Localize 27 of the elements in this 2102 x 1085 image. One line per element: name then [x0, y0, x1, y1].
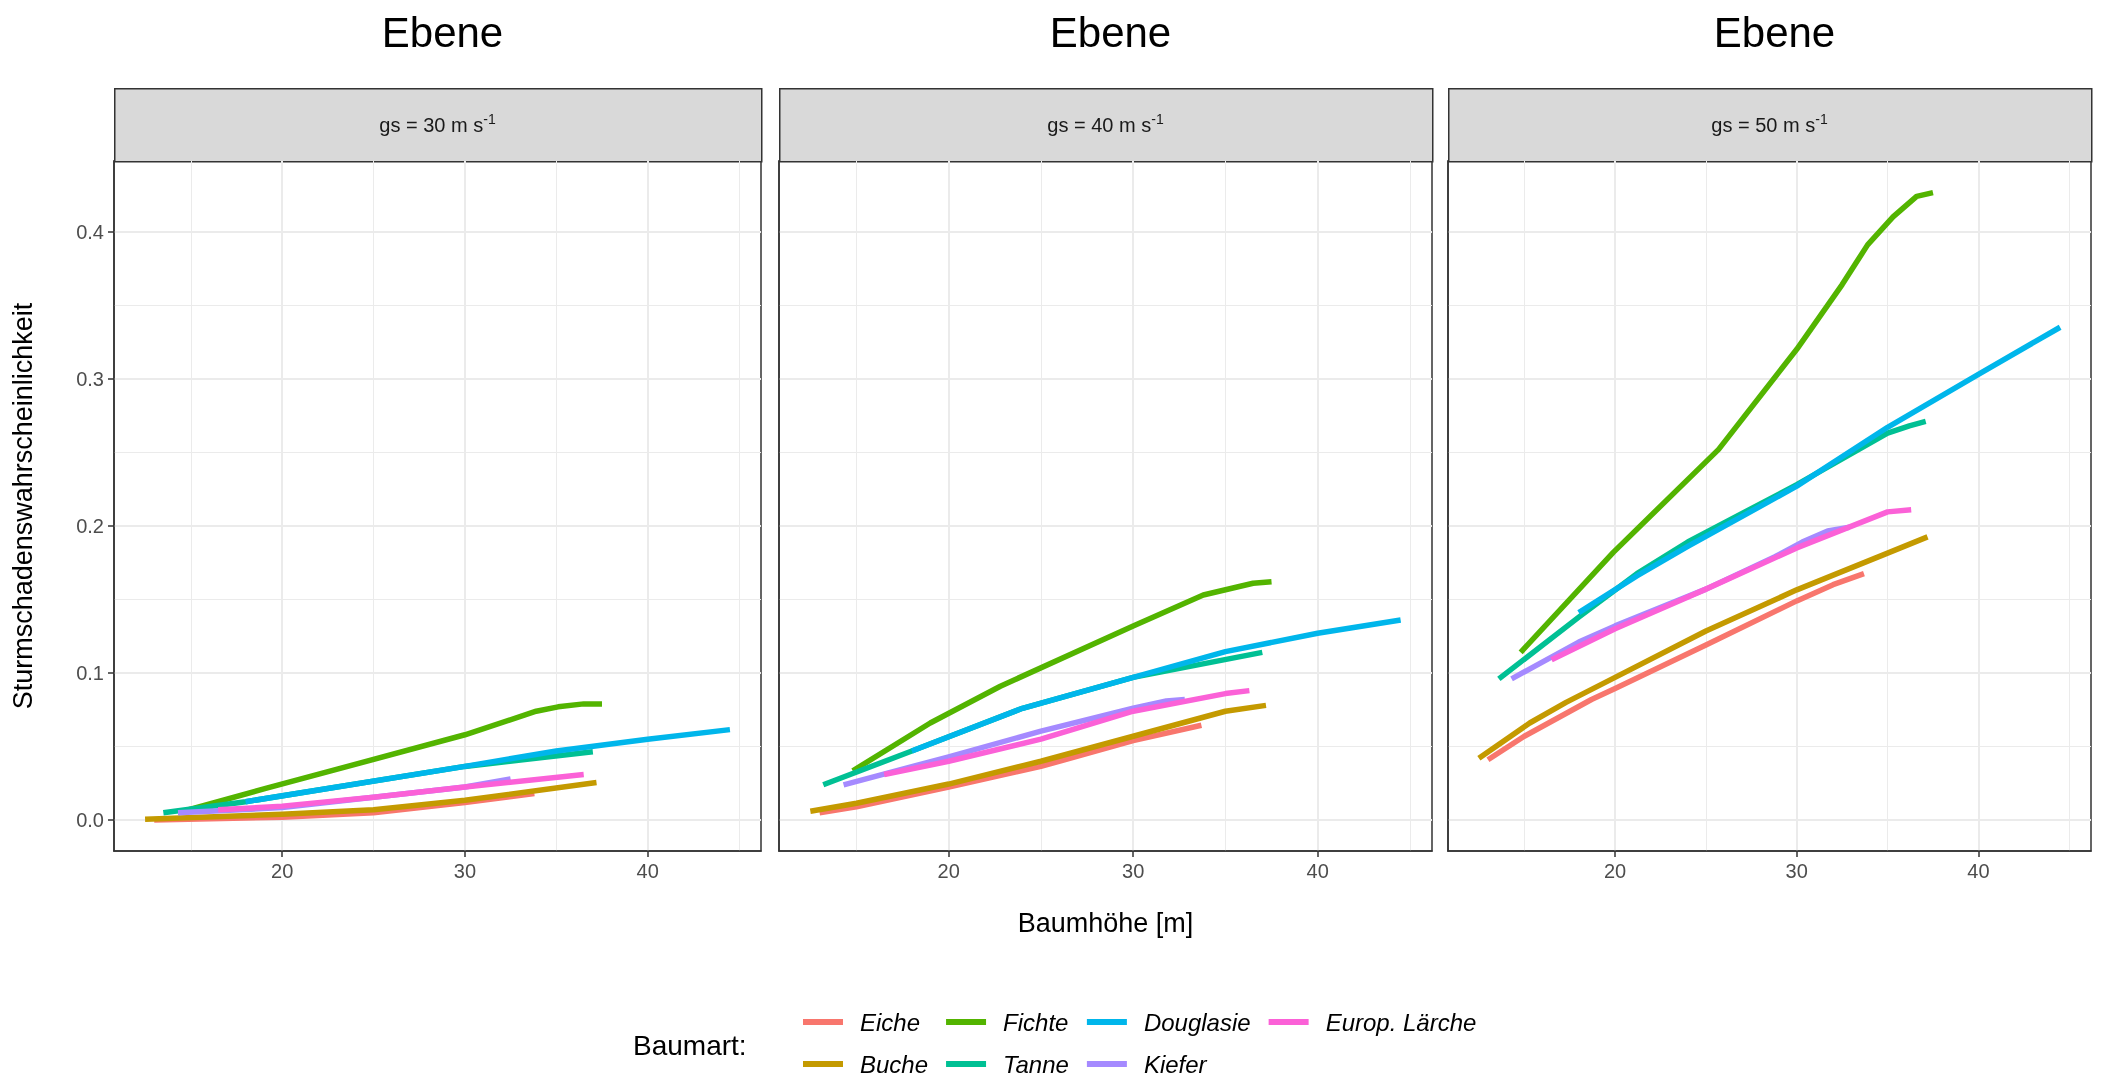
y-tick-label: 0.4 — [76, 220, 104, 243]
x-tick-label: 30 — [453, 860, 477, 882]
x-tick-label: 20 — [1603, 860, 1627, 882]
x-tick-label: 30 — [1122, 860, 1145, 882]
y-tick-label: 0.0 — [76, 809, 104, 832]
legend-title: Baumart: — [633, 1029, 747, 1061]
legend-label: Europ. Lärche — [1325, 1008, 1477, 1036]
chart-title: Ebene — [1713, 8, 1836, 56]
y-axis-title: Sturmschadenswahrscheinlichkeit — [7, 302, 38, 710]
legend-label: Eiche — [860, 1008, 921, 1036]
x-tick-label: 40 — [636, 860, 659, 882]
legend-label: Tanne — [1003, 1050, 1069, 1078]
x-tick-label: 20 — [271, 860, 294, 882]
legend-label: Buche — [860, 1050, 929, 1078]
x-tick-label: 40 — [1967, 860, 1990, 882]
x-tick-label: 20 — [937, 860, 960, 882]
x-tick-label: 40 — [1306, 860, 1329, 882]
legend-label: Douglasie — [1143, 1008, 1251, 1036]
chart-title: Ebene — [381, 8, 504, 56]
x-tick-label: 30 — [1785, 860, 1808, 882]
y-tick-label: 0.2 — [76, 514, 104, 537]
chart-title: Ebene — [1049, 8, 1172, 56]
legend-label: Kiefer — [1143, 1050, 1208, 1078]
x-axis-title: Baumhöhe [m] — [1017, 907, 1194, 938]
y-tick-label: 0.1 — [76, 661, 104, 684]
legend-label: Fichte — [1003, 1008, 1069, 1036]
y-tick-label: 0.3 — [76, 367, 104, 390]
